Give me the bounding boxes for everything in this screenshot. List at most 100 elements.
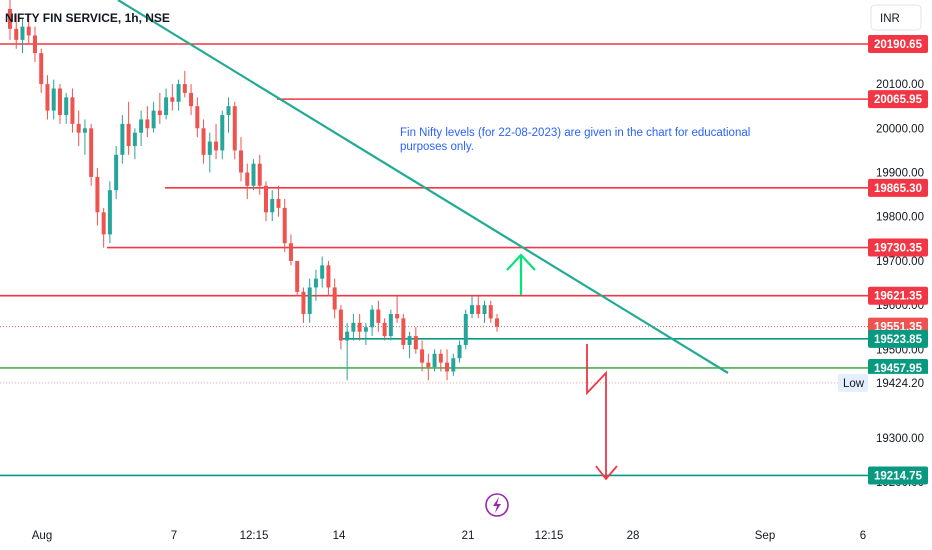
candle bbox=[282, 199, 287, 253]
candle bbox=[338, 305, 343, 350]
y-tick-label: 19800.00 bbox=[876, 212, 924, 224]
candle-body bbox=[357, 322, 362, 332]
candle bbox=[470, 296, 475, 319]
price-tag-label: 20190.65 bbox=[874, 39, 923, 51]
candle bbox=[101, 207, 106, 248]
header: NIFTY FIN SERVICE, 1h, NSE bbox=[5, 11, 170, 25]
candle-body bbox=[370, 309, 375, 328]
candle-body bbox=[438, 353, 443, 363]
low-tag-label: Low bbox=[843, 378, 865, 390]
candle bbox=[189, 84, 194, 116]
candle-body bbox=[257, 163, 262, 186]
candle-body bbox=[251, 163, 256, 186]
candle bbox=[451, 353, 456, 376]
y-tick-label: 20000.00 bbox=[876, 123, 924, 135]
candle-body bbox=[332, 287, 337, 310]
candle-body bbox=[276, 199, 281, 208]
candle-body bbox=[263, 185, 268, 213]
candle-body bbox=[320, 265, 325, 279]
price-tags: 20190.65 20065.95 19865.30 19730.35 19621.35… bbox=[838, 35, 928, 485]
price-tag-bg bbox=[868, 178, 928, 197]
candle-body bbox=[432, 353, 437, 368]
price-tag: 20190.65 bbox=[868, 35, 928, 53]
candle bbox=[407, 331, 412, 359]
candle-body bbox=[8, 8, 12, 29]
low-tag: Low 19424.20 bbox=[838, 373, 928, 392]
price-tag: 20065.95 bbox=[868, 90, 928, 109]
candle bbox=[220, 110, 225, 160]
candle bbox=[307, 278, 312, 323]
candle-body bbox=[457, 344, 462, 359]
candle bbox=[288, 234, 293, 266]
candle bbox=[445, 349, 450, 381]
candle bbox=[388, 309, 393, 341]
annotation-line-2: purposes only. bbox=[400, 141, 474, 153]
candle bbox=[114, 145, 119, 200]
candle bbox=[351, 313, 356, 341]
candle bbox=[363, 322, 368, 345]
candle-body bbox=[313, 278, 318, 288]
price-tag-label: 19523.85 bbox=[874, 334, 923, 346]
descending-trendline[interactable] bbox=[117, 0, 729, 374]
candle bbox=[8, 0, 12, 40]
candle bbox=[145, 106, 150, 138]
y-tick-label: 19300.00 bbox=[876, 433, 924, 445]
candle bbox=[139, 110, 144, 146]
candle-body bbox=[189, 92, 194, 107]
candle-body bbox=[114, 154, 119, 191]
candle-body bbox=[376, 309, 381, 323]
candle bbox=[270, 190, 275, 222]
candle-body bbox=[176, 84, 181, 102]
candle-body bbox=[413, 336, 418, 350]
currency-button[interactable]: INR bbox=[870, 4, 922, 31]
candle bbox=[182, 70, 187, 98]
candle-body bbox=[45, 84, 50, 111]
candle-body bbox=[220, 115, 225, 151]
candle bbox=[95, 168, 100, 226]
candle bbox=[89, 123, 94, 186]
candle-body bbox=[282, 207, 287, 244]
x-axis[interactable]: Aug 7 12:15 14 21 12:15 28 Sep 6 bbox=[32, 530, 866, 542]
candle bbox=[214, 123, 219, 160]
annotation-line-1: Fin Nifty levels (for 22-08-2023) are gi… bbox=[400, 127, 750, 139]
candle-body bbox=[89, 128, 94, 177]
candle bbox=[295, 260, 300, 297]
candle bbox=[457, 340, 462, 363]
candle bbox=[232, 101, 237, 160]
price-tag: 19730.35 bbox=[868, 238, 928, 257]
candle bbox=[332, 278, 337, 319]
candle-body bbox=[232, 106, 237, 151]
candle-body bbox=[363, 327, 368, 332]
candle-body bbox=[39, 53, 44, 85]
candle-body bbox=[445, 362, 450, 372]
price-tag-label: 19730.35 bbox=[874, 243, 923, 255]
candle-body bbox=[70, 97, 75, 124]
x-tick-label: 12:15 bbox=[535, 530, 564, 542]
currency-label: INR bbox=[880, 13, 900, 25]
x-tick-label: 6 bbox=[860, 530, 866, 542]
candle-body bbox=[201, 128, 206, 155]
candle bbox=[301, 287, 306, 323]
candle bbox=[395, 296, 400, 323]
candle-body bbox=[57, 88, 62, 116]
candle-body bbox=[214, 141, 219, 151]
y-tick-label: 20100.00 bbox=[876, 79, 924, 91]
candle-body bbox=[157, 110, 162, 116]
candle-body bbox=[126, 123, 131, 146]
candle bbox=[201, 119, 206, 164]
down-arrow-path bbox=[586, 344, 618, 481]
price-tag: 19865.30 bbox=[868, 178, 928, 197]
candle bbox=[76, 110, 81, 146]
candle bbox=[413, 327, 418, 354]
flash-icon[interactable] bbox=[485, 493, 509, 517]
price-tag: 19457.95 bbox=[868, 358, 928, 377]
candle bbox=[370, 305, 375, 337]
candle-body bbox=[239, 150, 244, 173]
candle bbox=[357, 313, 362, 341]
candle-body bbox=[395, 313, 400, 319]
candle-body bbox=[338, 309, 343, 341]
candle-body bbox=[420, 349, 425, 363]
candle-body bbox=[482, 305, 487, 314]
candle-body bbox=[382, 322, 387, 337]
